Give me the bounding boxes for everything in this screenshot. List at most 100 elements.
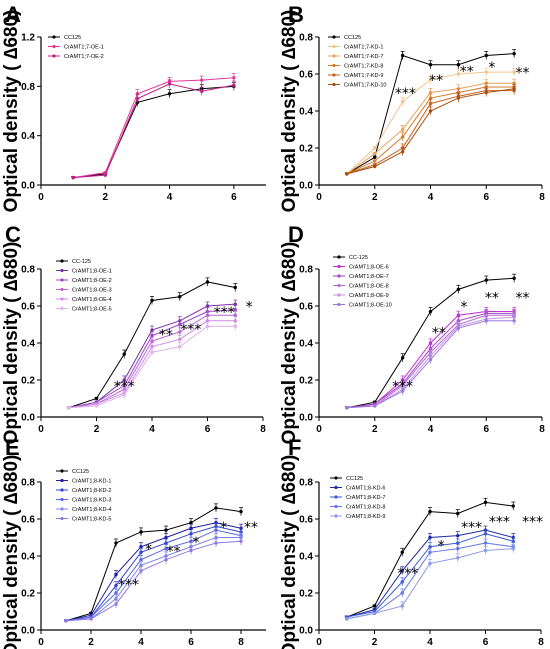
panel-b-data-point	[373, 159, 377, 163]
panel-d-letter: D	[288, 222, 304, 247]
panel-b-data-point	[512, 51, 516, 56]
panel-c-data-point	[205, 319, 210, 323]
panel-c-data-point	[233, 319, 237, 323]
panel-d-data-point	[484, 319, 488, 323]
panel-e-data-point	[214, 535, 218, 540]
panel-e-data-point	[64, 619, 68, 623]
panel-b-legend-marker	[332, 73, 336, 77]
panel-e-data-point	[164, 535, 168, 540]
panel-d-series-line	[346, 320, 515, 409]
panel-f-data-point	[511, 546, 515, 551]
panel-e-series-2	[64, 518, 243, 623]
panel-d-data-point	[373, 404, 377, 408]
panel-d-data-point	[456, 326, 461, 330]
panel-d-y-axis-label: Optical density ( ∆680)	[279, 242, 300, 445]
panel-c-legend-marker	[60, 268, 64, 273]
panel-d-data-point	[456, 313, 461, 317]
panel-e-x-tick-label: 0	[38, 637, 44, 648]
panel-a-data-point	[103, 173, 107, 177]
panel-a-data-point	[232, 76, 236, 80]
panel-e-data-point	[139, 545, 143, 549]
panel-f-series-3	[344, 529, 516, 619]
panel-e-significance-label: **	[167, 544, 181, 560]
panel-c-letter: C	[5, 222, 21, 247]
panel-d-significance-label: *	[460, 300, 467, 316]
panel-f-data-point	[400, 550, 404, 554]
panel-d-legend-label: CrAMT1;8-OE-8	[349, 284, 389, 290]
panel-c-y-tick-label: 0.4	[21, 339, 35, 350]
panel-e-series-6	[64, 536, 243, 623]
panel-f-data-point	[372, 611, 377, 616]
panel-e-significance-label: *	[193, 535, 200, 551]
panel-c-data-point	[233, 324, 237, 329]
panel-b-series-5	[344, 86, 517, 176]
panel-d-data-point	[512, 276, 516, 280]
panel-c-significance-label: ***	[180, 322, 201, 338]
panel-a-series-3	[71, 79, 236, 180]
panel-b-legend-marker	[332, 35, 336, 39]
panel-f-significance-label: ***	[461, 520, 482, 536]
panel-a-legend-label: CC125	[64, 35, 81, 41]
panel-f-y-tick-label: 0.4	[299, 552, 313, 563]
panel-a-data-point	[232, 83, 236, 87]
panel-b-significance-label: **	[460, 64, 474, 80]
panel-d-data-point	[400, 389, 405, 393]
panel-c-data-point	[150, 350, 154, 354]
panel-e-legend-marker	[60, 488, 64, 492]
panel-d-y-tick-label: 0.6	[299, 302, 313, 313]
panel-f-legend-label: CrAMT1;8-KD-6	[346, 486, 385, 492]
panel-a-legend-marker	[52, 44, 56, 49]
panel-d-significance-label: **	[485, 290, 499, 306]
panel-f-data-point	[428, 509, 432, 514]
panel-f-significance-label: *	[438, 538, 445, 554]
panel-f-legend-label: CC125	[346, 476, 363, 482]
panel-b-significance-label: **	[429, 73, 443, 89]
panel-c-legend-label: CrAMT1;8-OE-1	[72, 269, 112, 275]
panel-e-legend-label: CrAMT1;8-KD-3	[72, 498, 111, 504]
panel-e-data-point	[189, 548, 193, 553]
panel-d-legend: CC-125 CrAMT1;8-OE-6 CrAMT1;8-OE-7 CrAMT1;8…	[333, 255, 392, 309]
panel-a-x-tick-label: 0	[38, 192, 44, 203]
panel-f-data-point	[456, 546, 460, 551]
panel-e-data-point	[139, 558, 143, 562]
panel-e-legend-label: CrAMT1;8-KD-1	[72, 479, 111, 485]
panel-b-y-tick-label: 0.8	[299, 33, 313, 44]
panel-a-series-line	[73, 83, 234, 179]
panel-f-data-point	[456, 533, 460, 538]
panel-f-significance-label: ***	[397, 566, 418, 582]
panel-c-x-tick-label: 8	[260, 424, 266, 435]
panel-e-data-point	[189, 532, 193, 536]
panel-c-x-tick-label: 0	[38, 424, 44, 435]
panel-c-data-point	[122, 352, 126, 356]
panel-c-legend-label: CrAMT1;8-OE-3	[72, 288, 112, 294]
panel-f-data-point	[483, 532, 488, 536]
panel-d-data-point	[512, 319, 516, 323]
panel-a-data-point	[71, 175, 75, 180]
panel-b-data-point	[400, 135, 405, 139]
panel-c-data-point	[178, 295, 182, 299]
panel-c-legend-marker	[60, 278, 64, 282]
panel-b-significance-label: **	[515, 66, 529, 82]
panel-d-legend-marker	[337, 293, 341, 297]
panel-e-data-point	[139, 530, 143, 534]
panel-b-x-tick-label: 6	[483, 192, 489, 203]
panel-d-y-tick-label: 0.4	[299, 339, 313, 350]
panel-e-series-line	[65, 540, 242, 622]
panel-e-x-tick-label: 6	[188, 637, 194, 648]
panel-a-y-tick-label: 0.0	[21, 181, 35, 192]
panel-c-x-tick-label: 4	[149, 424, 155, 435]
panel-e-data-point	[214, 528, 218, 532]
panel-e-data-point	[164, 528, 168, 532]
panel-b-data-point	[373, 146, 377, 150]
panel-d-legend-marker	[337, 274, 341, 278]
panel-f-y-tick-label: 0.2	[299, 589, 313, 600]
panel-e-significance-label: *	[145, 542, 152, 558]
panel-d-x-tick-label: 2	[372, 424, 378, 435]
panel-a-x-tick-label: 6	[231, 192, 237, 203]
panel-c-x-tick-label: 6	[205, 424, 211, 435]
panel-b-y-tick-label: 0.4	[299, 107, 313, 118]
panel-c-data-point	[233, 285, 237, 290]
panel-e-data-point	[189, 521, 193, 525]
panel-f-x-tick-label: 8	[538, 637, 544, 648]
